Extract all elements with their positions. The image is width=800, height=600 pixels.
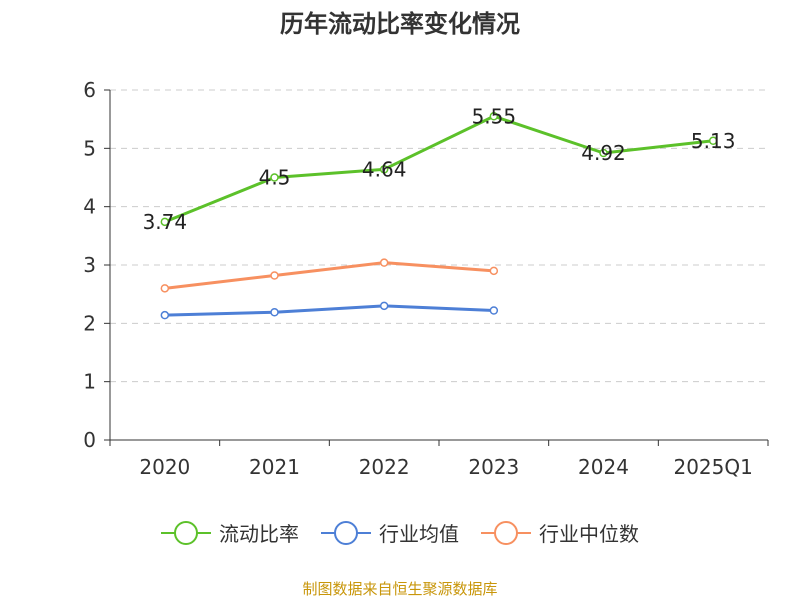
legend-label: 流动比率 <box>219 522 299 546</box>
legend: 流动比率 行业均值 行业中位数 <box>0 518 800 547</box>
x-tick-label: 2022 <box>359 455 410 479</box>
data-label: 4.92 <box>581 141 626 165</box>
legend-label: 行业均值 <box>379 522 459 546</box>
y-tick-label: 4 <box>83 195 96 219</box>
x-tick-label: 2021 <box>249 455 300 479</box>
x-tick-label: 2020 <box>139 455 190 479</box>
data-point <box>270 173 279 182</box>
series-line <box>164 261 494 290</box>
y-tick-label: 1 <box>83 370 96 394</box>
data-label: 4.5 <box>259 166 291 190</box>
legend-marker-icon <box>161 520 211 545</box>
legend-item-industry-mean[interactable]: 行业均值 <box>321 518 459 547</box>
source-note: 制图数据来自恒生聚源数据库 <box>302 580 498 598</box>
legend-marker-icon <box>321 520 371 545</box>
series-line <box>164 304 494 317</box>
y-tick-label: 6 <box>83 78 96 102</box>
y-tick-label: 0 <box>83 428 96 452</box>
data-point <box>489 112 499 121</box>
data-point <box>270 271 279 280</box>
y-tick-label: 2 <box>83 311 96 335</box>
data-point <box>379 258 389 267</box>
y-tick-label: 3 <box>83 253 96 277</box>
data-point <box>160 284 170 293</box>
legend-item-current-ratio[interactable]: 流动比率 <box>161 518 299 547</box>
data-point <box>599 148 608 158</box>
data-point <box>379 301 389 311</box>
data-point <box>489 266 499 276</box>
data-point <box>160 310 170 320</box>
data-point <box>379 165 389 174</box>
series-line <box>164 114 714 224</box>
data-point <box>708 136 718 145</box>
chart-title: 历年流动比率变化情况 <box>280 10 520 38</box>
legend-label: 行业中位数 <box>539 522 639 546</box>
data-label: 5.13 <box>691 129 736 153</box>
legend-item-industry-median[interactable]: 行业中位数 <box>481 518 639 547</box>
data-label: 5.55 <box>472 104 517 128</box>
data-label: 3.74 <box>143 210 188 234</box>
x-tick-label: 2024 <box>578 455 629 479</box>
x-tick-label: 2025Q1 <box>673 455 752 479</box>
y-tick-label: 5 <box>83 136 96 160</box>
x-tick-label: 2023 <box>468 455 519 479</box>
data-label: 4.64 <box>362 157 407 181</box>
data-point <box>489 306 499 315</box>
data-point <box>160 217 170 227</box>
legend-marker-icon <box>481 520 531 545</box>
data-point <box>270 308 279 317</box>
